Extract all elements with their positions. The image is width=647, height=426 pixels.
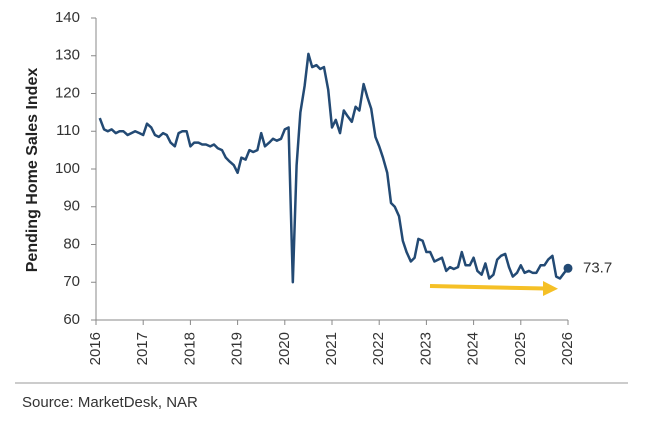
x-tick-label: 2025	[512, 332, 529, 365]
y-tick-label: 140	[55, 9, 80, 26]
y-tick-label: 70	[63, 273, 80, 290]
x-tick-label: 2020	[276, 332, 293, 365]
y-tick-label: 100	[55, 160, 80, 177]
x-tick-label: 2017	[134, 332, 151, 365]
x-tick-label: 2016	[87, 332, 104, 365]
last-value-label: 73.7	[583, 259, 612, 276]
x-tick-label: 2023	[417, 332, 434, 365]
x-tick-label: 2021	[323, 332, 340, 365]
x-tick-label: 2022	[370, 332, 387, 365]
y-tick-label: 130	[55, 47, 80, 64]
y-tick-label: 110	[56, 122, 80, 139]
x-tick-label: 2019	[229, 332, 246, 365]
y-axis-label: Pending Home Sales Index	[24, 68, 41, 273]
y-tick-label: 90	[63, 198, 80, 215]
last-point	[563, 263, 573, 273]
y-tick-label: 120	[55, 84, 80, 101]
x-tick-label: 2018	[181, 332, 198, 365]
trend-arrow	[429, 281, 558, 296]
y-tick-label: 60	[63, 311, 80, 328]
x-tick-label: 2024	[465, 332, 482, 365]
x-tick-label: 2026	[559, 332, 576, 365]
data-line	[98, 52, 569, 284]
source: Source: MarketDesk, NAR	[22, 394, 198, 411]
y-tick-label: 80	[63, 235, 80, 252]
